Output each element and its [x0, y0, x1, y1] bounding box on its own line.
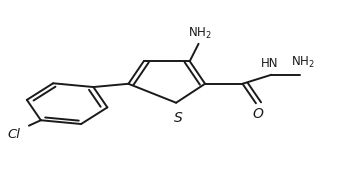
Text: Cl: Cl	[8, 128, 21, 141]
Text: HN: HN	[261, 57, 278, 70]
Text: NH$_2$: NH$_2$	[188, 26, 212, 41]
Text: NH$_2$: NH$_2$	[291, 55, 315, 70]
Text: S: S	[173, 111, 182, 125]
Text: O: O	[252, 107, 263, 121]
